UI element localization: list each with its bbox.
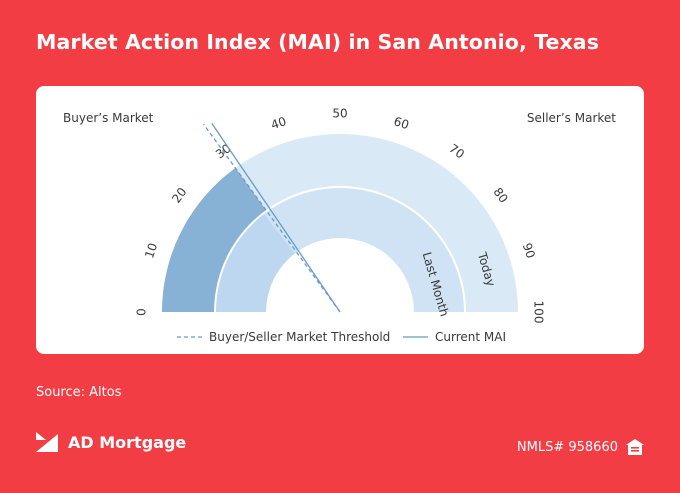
ring-value-today bbox=[162, 167, 266, 312]
chart-title: Market Action Index (MAI) in San Antonio… bbox=[36, 30, 600, 54]
tick-label-70: 70 bbox=[446, 141, 467, 161]
brand: AD Mortgage bbox=[36, 432, 186, 452]
sellers-market-label: Seller’s Market bbox=[527, 111, 616, 125]
nmls-info: NMLS# 958660 bbox=[517, 439, 644, 455]
buyers-market-label: Buyer’s Market bbox=[63, 111, 154, 125]
tick-label-10: 10 bbox=[142, 241, 160, 260]
tick-label-50: 50 bbox=[332, 107, 347, 121]
source-note: Source: Altos bbox=[36, 385, 122, 400]
equal-housing-icon bbox=[626, 439, 644, 455]
legend-current-label: Current MAI bbox=[435, 330, 506, 344]
ad-mortgage-logo-icon bbox=[36, 432, 58, 452]
nmls-number: NMLS# 958660 bbox=[516, 439, 618, 455]
tick-label-60: 60 bbox=[392, 114, 411, 132]
tick-label-0: 0 bbox=[135, 308, 149, 316]
current-mai-line bbox=[211, 123, 341, 313]
tick-label-100: 100 bbox=[532, 301, 546, 324]
tick-label-80: 80 bbox=[490, 185, 510, 206]
brand-name: AD Mortgage bbox=[68, 432, 187, 452]
tick-label-20: 20 bbox=[169, 185, 189, 206]
chart-legend: Buyer/Seller Market Threshold Current MA… bbox=[177, 330, 506, 344]
ring-value-last-month bbox=[216, 214, 295, 312]
legend-threshold-label: Buyer/Seller Market Threshold bbox=[209, 330, 390, 344]
tick-label-40: 40 bbox=[269, 114, 288, 132]
ring-track-last-month bbox=[216, 188, 464, 312]
tick-label-90: 90 bbox=[520, 241, 538, 260]
ring-track-today bbox=[162, 134, 518, 312]
